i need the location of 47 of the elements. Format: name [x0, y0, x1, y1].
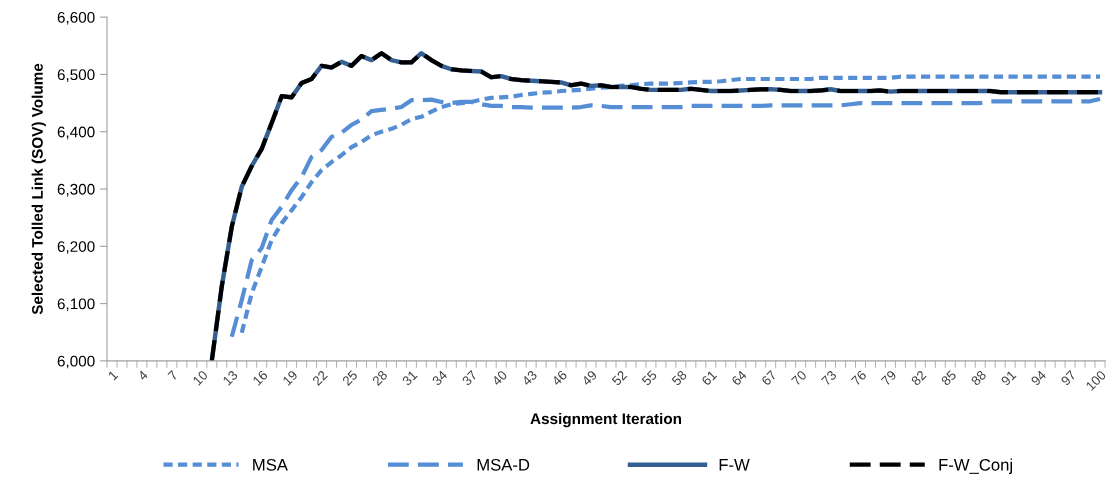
- x-tick-label: 7: [167, 370, 179, 381]
- x-tick-label: 4: [137, 369, 149, 381]
- x-tick-label: 64: [731, 369, 748, 386]
- x-tick-label: 55: [641, 369, 658, 387]
- x-tick-label: 10: [192, 369, 209, 386]
- x-tick-label: 67: [761, 369, 778, 386]
- x-tick-label: 79: [880, 369, 897, 386]
- x-tick-label: 76: [850, 369, 867, 386]
- x-tick-label: 97: [1060, 369, 1077, 387]
- x-tick-label: 94: [1030, 369, 1047, 387]
- x-tick-label: 85: [940, 369, 957, 387]
- legend-label: F-W: [719, 459, 750, 471]
- y-tick-label: 6,600: [57, 11, 95, 25]
- x-tick-label: 22: [311, 369, 328, 386]
- x-tick-label: 52: [611, 369, 628, 387]
- y-tick-label: 6,300: [57, 183, 95, 197]
- legend-label: MSA-D: [477, 458, 530, 471]
- x-tick-label: 1: [107, 370, 119, 381]
- x-tick-label: 19: [282, 369, 299, 386]
- y-tick-label: 6,100: [57, 298, 95, 312]
- x-tick-label: 61: [701, 369, 718, 386]
- y-axis-title: Selected Tolled Link (SOV) Volume: [31, 63, 46, 315]
- x-tick-label: 43: [521, 369, 538, 387]
- x-tick-label: 82: [910, 369, 927, 387]
- y-tick-label: 6,500: [57, 69, 95, 82]
- x-tick-label: 13: [222, 369, 239, 386]
- x-tick-label: 100: [1085, 369, 1107, 391]
- x-axis-title: Assignment Iteration: [530, 412, 682, 428]
- x-tick-label: 37: [461, 369, 478, 387]
- x-tick-label: 34: [431, 369, 448, 387]
- y-tick-label: 6,200: [57, 241, 95, 254]
- x-tick-label: 70: [790, 369, 808, 386]
- x-tick-label: 25: [341, 369, 358, 386]
- x-tick-label: 46: [551, 369, 568, 387]
- x-tick-label: 28: [371, 369, 388, 386]
- x-tick-label: 88: [970, 369, 987, 387]
- x-tick-label: 73: [820, 369, 837, 386]
- x-tick-label: 49: [581, 369, 598, 387]
- legend-label: MSA: [253, 458, 288, 471]
- y-tick-label: 6,400: [57, 126, 95, 140]
- x-tick-label: 58: [671, 369, 688, 387]
- x-tick-label: 16: [252, 369, 269, 386]
- x-tick-label: 91: [1000, 369, 1017, 387]
- x-tick-label: 40: [491, 369, 508, 387]
- x-tick-label: 31: [401, 369, 418, 387]
- y-tick-label: 6,000: [57, 355, 95, 369]
- legend-label: F-W_Conj: [939, 458, 1012, 474]
